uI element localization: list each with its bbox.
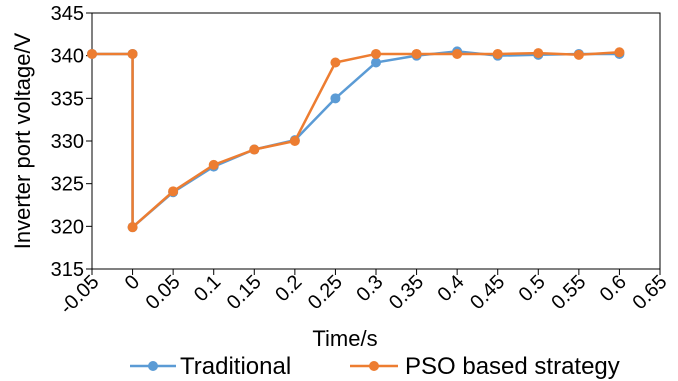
x-axis-title: Time/s bbox=[312, 326, 377, 351]
y-tick-label: 330 bbox=[51, 131, 84, 153]
data-point-pso-based-strategy bbox=[371, 48, 381, 59]
legend-marker-traditional bbox=[148, 361, 158, 371]
y-tick-label: 335 bbox=[51, 88, 84, 110]
data-point-pso-based-strategy bbox=[330, 57, 341, 68]
x-tick-label: 0.05 bbox=[142, 271, 185, 314]
data-point-pso-based-strategy bbox=[249, 144, 260, 155]
y-tick-label: 320 bbox=[51, 216, 84, 238]
legend: Traditional PSO based strategy bbox=[130, 353, 620, 380]
data-point-pso-based-strategy bbox=[208, 159, 219, 170]
x-axis-ticks: -0.05 00.05 0.10.15 0.20.25 0.30.35 0.40.45 0.… bbox=[56, 269, 672, 319]
data-point-pso-based-strategy bbox=[127, 222, 138, 233]
data-point-traditional bbox=[371, 57, 381, 68]
x-tick-label: 0.3 bbox=[352, 271, 387, 306]
data-point-pso-based-strategy bbox=[533, 48, 544, 59]
data-point-pso-based-strategy bbox=[289, 136, 300, 146]
x-tick-label: 0.1 bbox=[190, 271, 225, 306]
y-tick-label: 345 bbox=[51, 3, 84, 25]
data-point-pso-based-strategy bbox=[614, 47, 625, 58]
data-point-pso-based-strategy bbox=[452, 48, 463, 59]
x-tick-label: 0.15 bbox=[223, 271, 266, 314]
data-point-pso-based-strategy bbox=[573, 49, 584, 60]
x-tick-label: 0.45 bbox=[466, 271, 509, 314]
x-tick-label: 0.65 bbox=[628, 271, 671, 314]
y-tick-label: 340 bbox=[51, 46, 84, 68]
data-point-pso-based-strategy bbox=[87, 48, 97, 59]
series-line-pso-based-strategy bbox=[92, 51, 620, 229]
data-point-traditional bbox=[330, 93, 341, 104]
x-tick-label: 0.25 bbox=[304, 271, 347, 314]
x-tick-label: 0.5 bbox=[515, 271, 550, 306]
data-point-pso-based-strategy bbox=[168, 186, 179, 197]
x-tick-label: 0.4 bbox=[433, 271, 468, 306]
y-tick-label: 315 bbox=[51, 259, 84, 281]
y-tick-label: 325 bbox=[51, 174, 84, 196]
y-axis-ticks: 315 320 325 330 335 340 345 bbox=[51, 3, 92, 281]
x-tick-label: 0.55 bbox=[547, 271, 590, 314]
data-point-pso-based-strategy bbox=[411, 48, 422, 59]
x-tick-label: 0.2 bbox=[271, 271, 306, 306]
legend-label-pso-based-strategy: PSO based strategy bbox=[405, 353, 620, 380]
legend-marker-pso-based-strategy bbox=[369, 361, 379, 371]
series-layer bbox=[87, 46, 625, 233]
y-axis-title: Inverter port voltage/V bbox=[10, 32, 35, 249]
legend-label-traditional: Traditional bbox=[180, 353, 291, 380]
x-tick-label: 0.35 bbox=[385, 271, 428, 314]
series-line-traditional bbox=[92, 50, 620, 229]
data-point-pso-based-strategy bbox=[127, 48, 138, 59]
x-tick-label: 0.6 bbox=[596, 271, 631, 306]
data-point-pso-based-strategy bbox=[492, 48, 503, 59]
